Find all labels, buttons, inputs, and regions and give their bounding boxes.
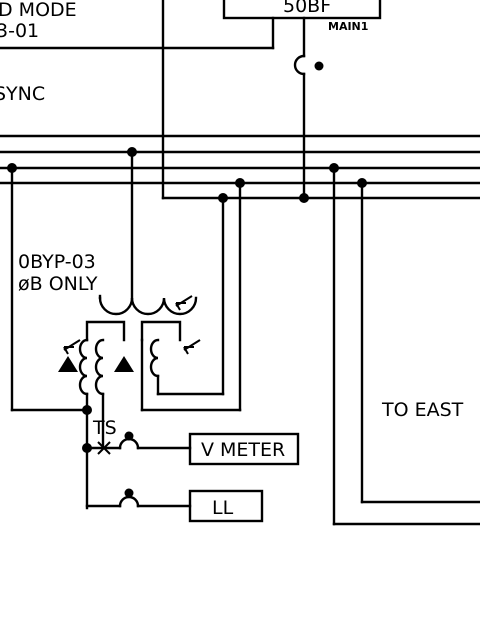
contact-dot [314, 61, 324, 71]
left-winding-frame [85, 320, 126, 342]
left-winding-coil [78, 338, 89, 396]
phase-note-label: øB ONLY [18, 273, 98, 295]
main-label: MAIN1 [328, 20, 368, 33]
polarity-mark-icon [175, 295, 193, 311]
contact-dot [124, 488, 134, 498]
polarity-triangle-icon [114, 356, 134, 372]
test-switch-x-icon [97, 441, 111, 455]
load-contact-arc [118, 495, 140, 508]
breaker-box [222, 0, 382, 20]
mode-label: D MODE [0, 0, 77, 21]
junction-dot [82, 405, 92, 415]
load-box [188, 489, 264, 523]
polarity-triangle-icon [58, 356, 78, 372]
test-switch-label: TS [92, 417, 117, 439]
v-meter-box [188, 432, 300, 466]
transformer-primary-winding [98, 296, 198, 316]
load-label: LL [212, 497, 234, 519]
contact-dot [124, 431, 134, 441]
junction-dot [299, 193, 309, 203]
v-meter-label: V METER [201, 439, 285, 461]
right-winding-frame [140, 320, 182, 342]
polarity-mark-icon [63, 339, 81, 355]
contact-arc [293, 54, 306, 76]
left-winding-coil-2 [94, 338, 105, 396]
breaker-label: 50BF [283, 0, 331, 17]
polarity-mark-icon [183, 339, 201, 355]
sync-label: SYNC [0, 83, 45, 105]
right-winding-coil [149, 338, 160, 378]
destination-label: TO EAST [381, 399, 464, 421]
transformer-id-label: 0BYP-03 [18, 251, 96, 273]
device-id-label: 3-01 [0, 20, 39, 42]
